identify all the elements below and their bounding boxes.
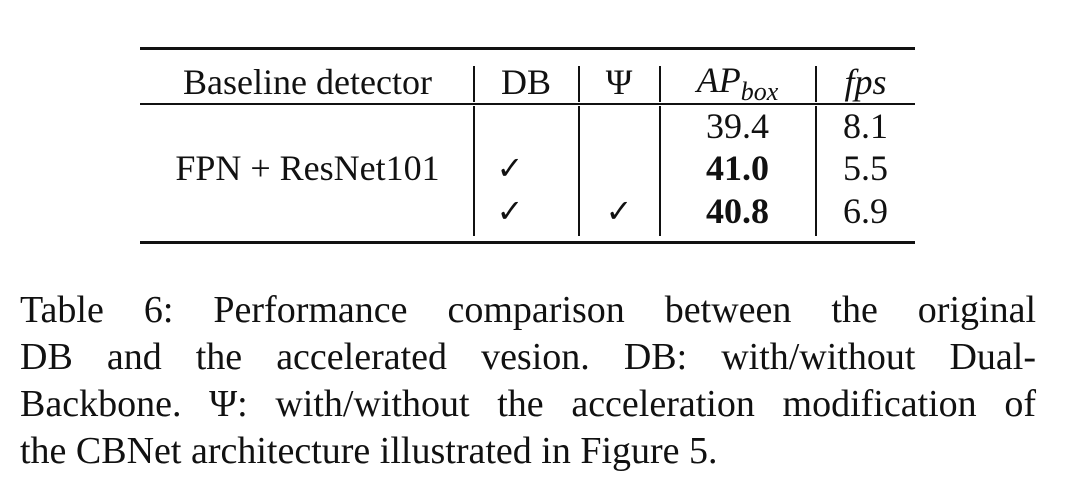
column-separator: [659, 66, 661, 102]
row3-ap: 40.8: [706, 191, 769, 231]
header-psi: Ψ: [605, 62, 633, 102]
table-caption: Table 6: Performance comparison between …: [20, 287, 1036, 475]
header-fps: fps: [844, 62, 887, 102]
table-header-rule: [140, 103, 915, 105]
caption-line: the CBNet architecture illustrated in Fi…: [20, 430, 718, 472]
row3-fps: 6.9: [843, 191, 888, 231]
caption-line: DB and the accelerated vesion. DB: with/…: [20, 336, 1036, 378]
table-bottom-rule: [140, 241, 915, 244]
row3-db-check-icon: ✓: [496, 192, 524, 230]
column-separator: [578, 66, 580, 102]
baseline-detector-name: FPN + ResNet101: [175, 148, 440, 188]
table-top-rule: [140, 47, 915, 50]
header-ap-box: APbox: [662, 60, 813, 106]
column-separator: [815, 106, 817, 236]
row3-psi-check-icon: ✓: [605, 192, 633, 230]
row2-fps: 5.5: [843, 148, 888, 188]
row1-ap: 39.4: [706, 106, 769, 146]
column-separator: [578, 106, 580, 236]
column-separator: [659, 106, 661, 236]
column-separator: [473, 66, 475, 102]
row1-fps: 8.1: [843, 106, 888, 146]
caption-line: Table 6: Performance comparison between …: [20, 289, 1036, 331]
header-db: DB: [500, 62, 551, 102]
row2-ap: 41.0: [706, 148, 769, 188]
header-baseline-detector: Baseline detector: [183, 62, 432, 102]
column-separator: [473, 106, 475, 236]
header-ap-main: AP: [696, 60, 741, 100]
caption-line: Backbone. Ψ: with/without the accelerati…: [20, 383, 1036, 425]
header-ap-subscript: box: [740, 77, 779, 106]
row2-db-check-icon: ✓: [496, 149, 524, 187]
column-separator: [815, 66, 817, 102]
